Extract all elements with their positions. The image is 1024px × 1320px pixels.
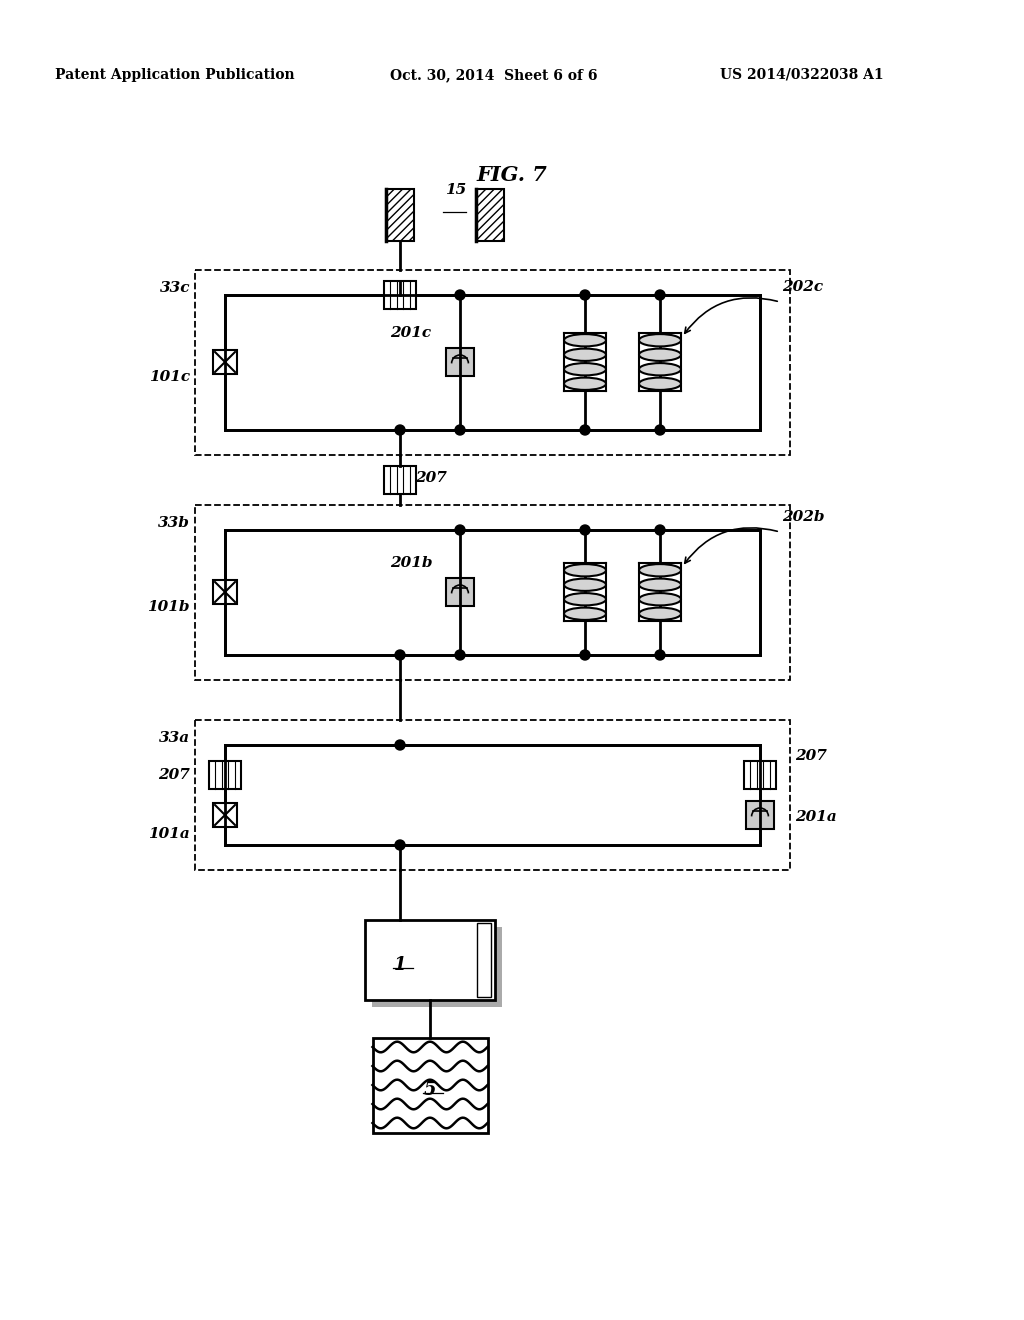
- Ellipse shape: [639, 334, 681, 346]
- Bar: [373, 1038, 487, 1133]
- Ellipse shape: [564, 578, 606, 591]
- Text: Patent Application Publication: Patent Application Publication: [55, 69, 295, 82]
- Ellipse shape: [639, 363, 681, 375]
- Bar: [213, 579, 237, 605]
- Ellipse shape: [639, 578, 681, 591]
- Text: Oct. 30, 2014  Sheet 6 of 6: Oct. 30, 2014 Sheet 6 of 6: [390, 69, 597, 82]
- Bar: [225, 294, 760, 430]
- Circle shape: [580, 525, 590, 535]
- Bar: [384, 281, 416, 309]
- Circle shape: [395, 741, 406, 750]
- Text: 33c: 33c: [160, 281, 190, 294]
- Bar: [744, 762, 776, 789]
- Text: 101c: 101c: [148, 370, 190, 384]
- Circle shape: [395, 649, 406, 660]
- Bar: [365, 920, 495, 1001]
- Ellipse shape: [564, 363, 606, 375]
- Text: 101a: 101a: [148, 828, 190, 841]
- Circle shape: [655, 525, 665, 535]
- Circle shape: [455, 290, 465, 300]
- Bar: [225, 531, 760, 655]
- Bar: [213, 803, 237, 828]
- Bar: [446, 348, 474, 376]
- Circle shape: [395, 425, 406, 436]
- Text: 207: 207: [158, 768, 190, 781]
- Circle shape: [655, 649, 665, 660]
- Ellipse shape: [564, 593, 606, 606]
- Circle shape: [455, 525, 465, 535]
- Text: 15: 15: [445, 183, 466, 197]
- Circle shape: [655, 425, 665, 436]
- Bar: [209, 762, 241, 789]
- Text: 201b: 201b: [390, 556, 432, 570]
- Ellipse shape: [639, 378, 681, 389]
- Text: FIG. 7: FIG. 7: [476, 165, 548, 185]
- Circle shape: [580, 425, 590, 436]
- Text: 5: 5: [424, 1081, 436, 1100]
- Text: 207: 207: [795, 748, 826, 763]
- Circle shape: [580, 649, 590, 660]
- Ellipse shape: [639, 593, 681, 606]
- Text: 101b: 101b: [147, 601, 190, 614]
- Circle shape: [455, 425, 465, 436]
- Text: 33b: 33b: [158, 516, 190, 531]
- Text: 201a: 201a: [795, 810, 837, 824]
- Ellipse shape: [639, 564, 681, 577]
- Text: US 2014/0322038 A1: US 2014/0322038 A1: [720, 69, 884, 82]
- Ellipse shape: [639, 607, 681, 620]
- Ellipse shape: [564, 348, 606, 360]
- Text: 207: 207: [415, 471, 446, 484]
- Bar: [476, 189, 504, 242]
- Text: 33a: 33a: [159, 731, 190, 744]
- Ellipse shape: [564, 378, 606, 389]
- Text: 202b: 202b: [782, 510, 824, 524]
- Text: 1: 1: [394, 956, 407, 974]
- Text: 202c: 202c: [782, 280, 823, 294]
- Text: 201c: 201c: [390, 326, 431, 341]
- Circle shape: [655, 290, 665, 300]
- Circle shape: [455, 649, 465, 660]
- Circle shape: [395, 840, 406, 850]
- Bar: [372, 927, 502, 1007]
- Bar: [384, 466, 416, 494]
- Bar: [213, 350, 237, 374]
- Bar: [746, 801, 774, 829]
- Ellipse shape: [564, 564, 606, 577]
- Bar: [225, 744, 760, 845]
- Ellipse shape: [564, 607, 606, 620]
- Bar: [446, 578, 474, 606]
- Ellipse shape: [639, 348, 681, 360]
- Ellipse shape: [564, 334, 606, 346]
- Bar: [477, 923, 490, 997]
- Circle shape: [580, 290, 590, 300]
- Bar: [386, 189, 414, 242]
